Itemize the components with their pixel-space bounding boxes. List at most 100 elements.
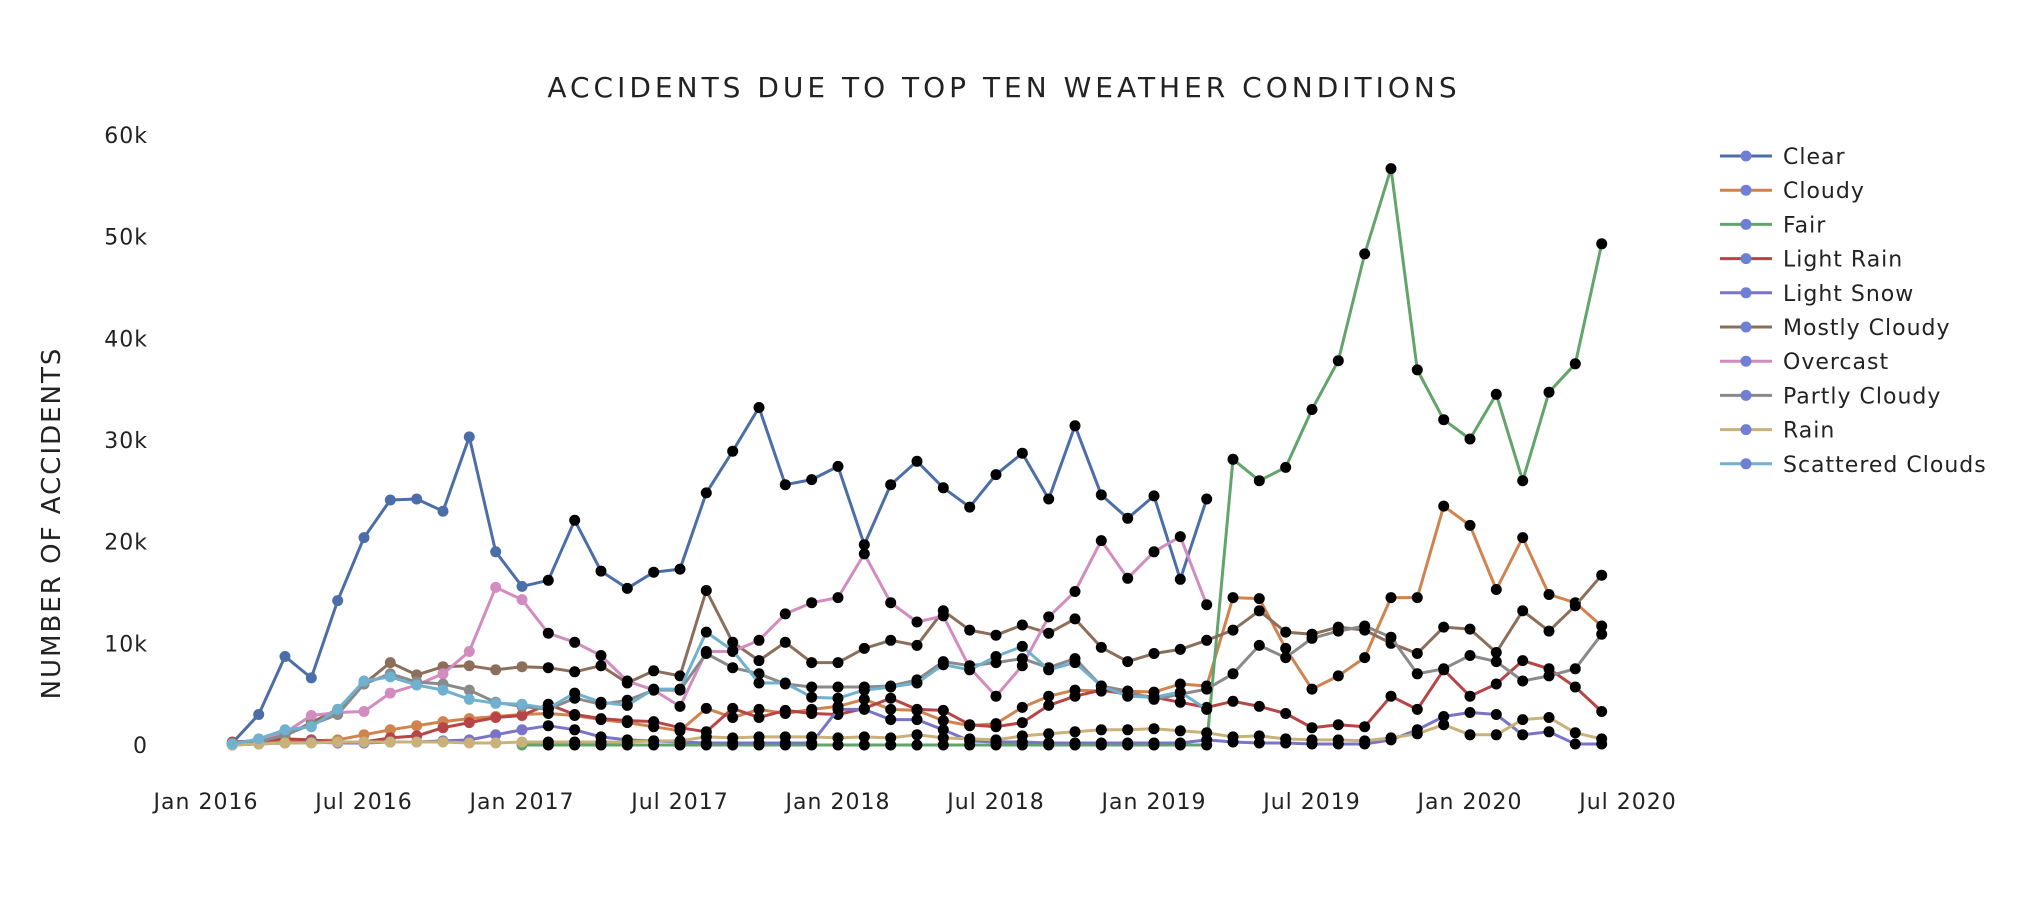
data-point[interactable]	[463, 646, 475, 657]
data-point[interactable]	[1569, 681, 1581, 693]
data-point[interactable]	[1253, 730, 1265, 742]
data-point[interactable]	[490, 712, 502, 723]
data-point[interactable]	[463, 660, 475, 672]
data-point[interactable]	[806, 657, 818, 669]
data-point[interactable]	[1332, 670, 1344, 682]
data-point[interactable]	[437, 684, 449, 696]
data-point[interactable]	[1148, 648, 1160, 659]
data-point[interactable]	[1596, 733, 1608, 745]
data-point[interactable]	[674, 670, 686, 682]
data-point[interactable]	[1253, 605, 1265, 617]
data-point[interactable]	[332, 703, 344, 715]
data-point[interactable]	[1201, 703, 1213, 715]
data-point[interactable]	[1227, 624, 1239, 636]
data-point[interactable]	[700, 731, 712, 743]
data-point[interactable]	[358, 532, 370, 544]
data-point[interactable]	[911, 455, 923, 467]
data-point[interactable]	[753, 402, 765, 413]
data-point[interactable]	[1332, 719, 1344, 731]
data-point[interactable]	[990, 469, 1002, 481]
data-point[interactable]	[1596, 706, 1608, 717]
data-point[interactable]	[806, 474, 818, 486]
data-point[interactable]	[885, 732, 897, 744]
data-point[interactable]	[1280, 642, 1292, 654]
data-point[interactable]	[1543, 670, 1555, 682]
data-point[interactable]	[384, 687, 396, 699]
data-point[interactable]	[1201, 727, 1213, 739]
legend-item[interactable]: Clear	[1720, 145, 1846, 170]
data-point[interactable]	[1332, 355, 1344, 367]
data-point[interactable]	[727, 445, 739, 457]
data-point[interactable]	[1095, 489, 1107, 501]
legend-item[interactable]: Light Snow	[1720, 282, 1914, 307]
data-point[interactable]	[621, 715, 633, 727]
data-point[interactable]	[279, 651, 291, 662]
data-point[interactable]	[1490, 729, 1502, 741]
data-point[interactable]	[621, 736, 633, 748]
data-point[interactable]	[1174, 696, 1186, 708]
data-point[interactable]	[1438, 719, 1450, 731]
data-point[interactable]	[1306, 734, 1318, 746]
data-point[interactable]	[516, 736, 528, 748]
data-point[interactable]	[226, 738, 238, 750]
data-point[interactable]	[253, 709, 265, 720]
data-point[interactable]	[806, 708, 818, 719]
data-point[interactable]	[858, 684, 870, 696]
legend-item[interactable]: Cloudy	[1720, 179, 1865, 204]
data-point[interactable]	[516, 594, 528, 606]
data-point[interactable]	[832, 460, 844, 472]
data-point[interactable]	[964, 664, 976, 676]
data-point[interactable]	[1490, 656, 1502, 668]
data-point[interactable]	[727, 645, 739, 656]
data-point[interactable]	[1569, 663, 1581, 675]
data-point[interactable]	[753, 677, 765, 689]
data-point[interactable]	[569, 724, 581, 736]
data-point[interactable]	[1490, 584, 1502, 595]
data-point[interactable]	[858, 731, 870, 743]
data-point[interactable]	[911, 616, 923, 628]
data-point[interactable]	[832, 681, 844, 693]
data-point[interactable]	[542, 702, 554, 714]
legend-item[interactable]: Rain	[1720, 419, 1835, 444]
data-point[interactable]	[885, 634, 897, 646]
data-point[interactable]	[937, 715, 949, 727]
data-point[interactable]	[1569, 600, 1581, 612]
data-point[interactable]	[1122, 737, 1134, 749]
data-point[interactable]	[1464, 519, 1476, 531]
data-point[interactable]	[1517, 714, 1529, 726]
data-point[interactable]	[1069, 586, 1081, 597]
legend-item[interactable]: Partly Cloudy	[1720, 384, 1941, 409]
data-point[interactable]	[1438, 414, 1450, 426]
data-point[interactable]	[1490, 647, 1502, 658]
data-point[interactable]	[753, 655, 765, 667]
data-point[interactable]	[1174, 573, 1186, 585]
data-point[interactable]	[542, 662, 554, 674]
data-point[interactable]	[674, 722, 686, 734]
data-point[interactable]	[1016, 653, 1028, 665]
data-point[interactable]	[1043, 737, 1055, 749]
data-point[interactable]	[1464, 650, 1476, 661]
data-point[interactable]	[1174, 686, 1186, 698]
data-point[interactable]	[1016, 447, 1028, 459]
legend-item[interactable]: Light Rain	[1720, 248, 1903, 273]
data-point[interactable]	[1016, 701, 1028, 713]
data-point[interactable]	[648, 716, 660, 728]
data-point[interactable]	[911, 703, 923, 715]
data-point[interactable]	[990, 734, 1002, 746]
data-point[interactable]	[1543, 589, 1555, 600]
data-point[interactable]	[700, 626, 712, 638]
data-point[interactable]	[1122, 724, 1134, 736]
data-point[interactable]	[1280, 461, 1292, 473]
data-point[interactable]	[1122, 690, 1134, 702]
data-point[interactable]	[1569, 738, 1581, 750]
data-point[interactable]	[832, 657, 844, 669]
data-point[interactable]	[1201, 634, 1213, 646]
data-point[interactable]	[753, 634, 765, 646]
data-point[interactable]	[1517, 475, 1529, 487]
data-point[interactable]	[1174, 678, 1186, 690]
data-point[interactable]	[832, 732, 844, 744]
data-point[interactable]	[700, 585, 712, 596]
data-point[interactable]	[1411, 703, 1423, 715]
data-point[interactable]	[1174, 531, 1186, 543]
data-point[interactable]	[569, 736, 581, 748]
